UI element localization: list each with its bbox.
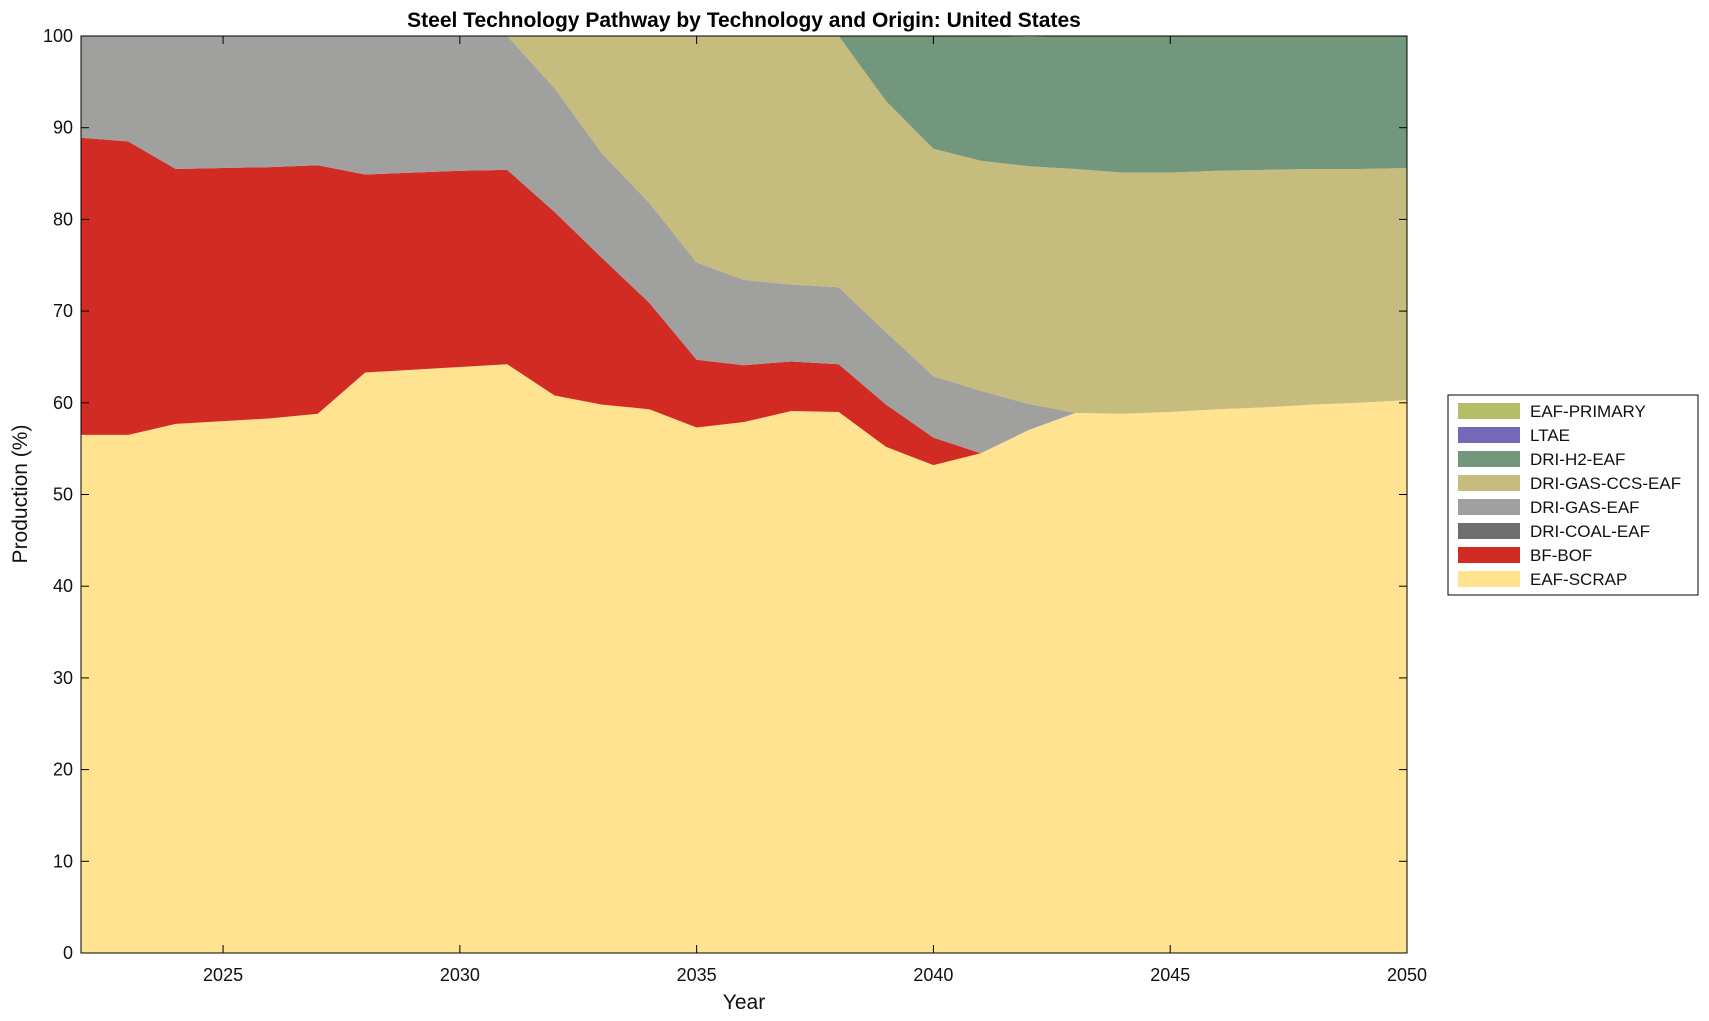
- legend-label-dri-gas-ccs-eaf: DRI-GAS-CCS-EAF: [1530, 474, 1681, 493]
- x-tick-label: 2045: [1150, 965, 1190, 985]
- area-dri-gas-eaf: [81, 36, 1407, 454]
- areas-layer: [81, 36, 1407, 953]
- legend-swatch-dri-h2-eaf: [1458, 451, 1520, 467]
- y-tick-label: 80: [53, 209, 73, 229]
- x-tick-label: 2025: [203, 965, 243, 985]
- legend-label-bf-bof: BF-BOF: [1530, 546, 1592, 565]
- legend-label-eaf-scrap: EAF-SCRAP: [1530, 570, 1627, 589]
- legend-swatch-eaf-primary: [1458, 403, 1520, 419]
- x-tick-label: 2035: [677, 965, 717, 985]
- y-tick-label: 90: [53, 118, 73, 138]
- y-tick-label: 40: [53, 576, 73, 596]
- legend-swatch-ltae: [1458, 427, 1520, 443]
- x-axis-title: Year: [723, 991, 765, 1014]
- legend-items: EAF-PRIMARY LTAE DRI-H2-EAF DRI-GAS-CCS-EAF…: [1458, 402, 1681, 589]
- y-tick-label: 0: [63, 943, 73, 963]
- legend-label-eaf-primary: EAF-PRIMARY: [1530, 402, 1646, 421]
- x-tick-label: 2040: [913, 965, 953, 985]
- y-tick-label: 70: [53, 301, 73, 321]
- y-tick-label: 50: [53, 485, 73, 505]
- area-bf-bof: [81, 137, 1407, 466]
- area-eaf-scrap: [81, 364, 1407, 953]
- legend-swatch-eaf-scrap: [1458, 571, 1520, 587]
- legend-swatch-dri-gas-ccs-eaf: [1458, 475, 1520, 491]
- legend-label-dri-gas-eaf: DRI-GAS-EAF: [1530, 498, 1640, 517]
- area-dri-gas-ccs-eaf: [81, 36, 1407, 414]
- legend-label-dri-h2-eaf: DRI-H2-EAF: [1530, 450, 1625, 469]
- y-tick-label: 100: [43, 26, 73, 46]
- legend-label-dri-coal-eaf: DRI-COAL-EAF: [1530, 522, 1650, 541]
- legend-box: [1447, 394, 1699, 596]
- legend-swatch-dri-gas-eaf: [1458, 499, 1520, 515]
- x-tick-label: 2030: [440, 965, 480, 985]
- legend-swatch-bf-bof: [1458, 547, 1520, 563]
- area-dri-h2-eaf: [81, 36, 1407, 173]
- y-axis-title: Production (%): [9, 425, 32, 564]
- y-tick-label: 10: [53, 851, 73, 871]
- y-tick-label: 20: [53, 760, 73, 780]
- legend: EAF-PRIMARY LTAE DRI-H2-EAF DRI-GAS-CCS-EAF…: [1447, 394, 1699, 596]
- legend-label-ltae: LTAE: [1530, 426, 1570, 445]
- chart-title: Steel Technology Pathway by Technology a…: [407, 9, 1081, 32]
- y-tick-label: 60: [53, 393, 73, 413]
- legend-swatch-dri-coal-eaf: [1458, 523, 1520, 539]
- x-tick-label: 2050: [1387, 965, 1427, 985]
- y-tick-label: 30: [53, 668, 73, 688]
